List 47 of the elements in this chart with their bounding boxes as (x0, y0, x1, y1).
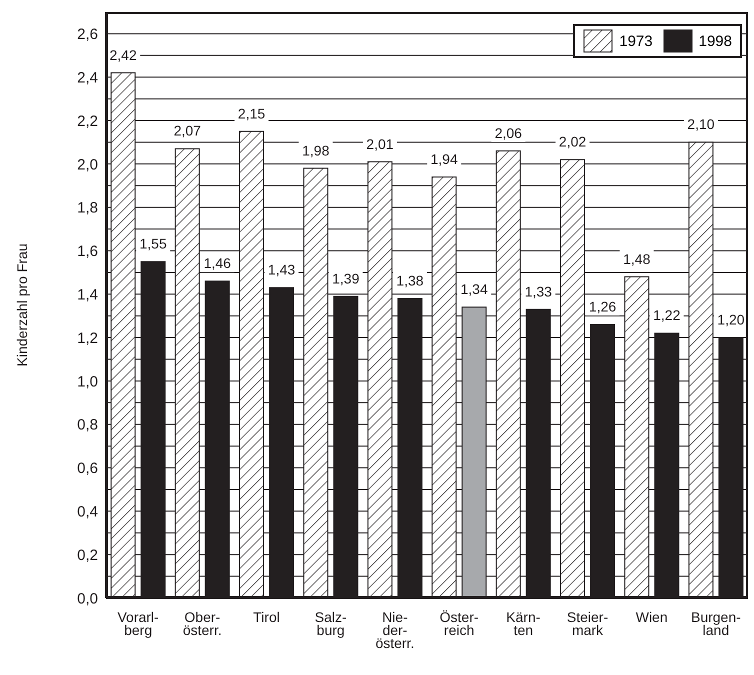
y-tick-label: 2,6 (77, 26, 98, 44)
legend-label: 1973 (619, 32, 653, 50)
data-label: 1,34 (460, 281, 488, 298)
x-tick-label: Ober- österr. (182, 609, 222, 638)
x-tick-label: Öster- reich (440, 609, 479, 638)
y-tick-label: 1,2 (77, 330, 98, 347)
y-tick-label: 2,0 (77, 156, 98, 174)
data-label: 1,20 (717, 312, 745, 328)
data-label: 1,26 (588, 298, 616, 315)
data-label: 2,10 (687, 116, 715, 132)
data-label: 1,94 (430, 150, 458, 167)
data-label: 2,06 (494, 124, 522, 141)
data-label: 1,46 (204, 255, 232, 272)
y-tick-label: 1,0 (77, 373, 98, 390)
x-tick-label: Nie- der- österr. (375, 609, 414, 651)
data-label: 2,42 (110, 46, 137, 63)
data-label: 2,01 (366, 136, 394, 152)
x-tick-label: Kärn- ten (506, 609, 541, 638)
x-tick-label: Vorarl- berg (117, 609, 160, 638)
data-label: 1,22 (653, 307, 681, 324)
y-tick-label: 0,0 (77, 590, 98, 608)
x-tick-label: Tirol (253, 609, 280, 625)
data-label: 1,48 (623, 250, 651, 267)
legend-label: 1998 (698, 32, 732, 50)
y-tick-label: 0,2 (77, 546, 98, 564)
x-tick-label: Burgen- land (690, 609, 742, 638)
x-tick-label: Steier- mark (566, 609, 608, 638)
y-tick-label: 1,6 (77, 243, 98, 260)
y-tick-label: 2,4 (77, 69, 98, 86)
y-axis-title: Kinderzahl pro Frau (14, 244, 30, 366)
data-label: 2,07 (174, 122, 202, 139)
data-label: 1,39 (332, 270, 360, 286)
data-label: 1,55 (140, 236, 167, 252)
y-tick-label: 2,2 (77, 112, 98, 130)
x-tick-label: Wien (636, 609, 668, 625)
y-tick-label: 0,4 (77, 504, 98, 521)
data-label: 1,33 (524, 283, 552, 300)
y-tick-label: 1,8 (77, 200, 98, 217)
y-tick-label: 1,4 (77, 286, 98, 304)
data-label: 2,15 (238, 105, 266, 122)
data-label: 2,02 (558, 134, 586, 150)
x-tick-label: Salz- burg (314, 609, 347, 638)
y-tick-label: 0,6 (77, 460, 98, 478)
data-label: 1,43 (268, 262, 296, 278)
y-tick-label: 0,8 (77, 416, 98, 434)
data-label: 1,98 (302, 142, 330, 158)
data-label: 1,38 (396, 272, 424, 288)
